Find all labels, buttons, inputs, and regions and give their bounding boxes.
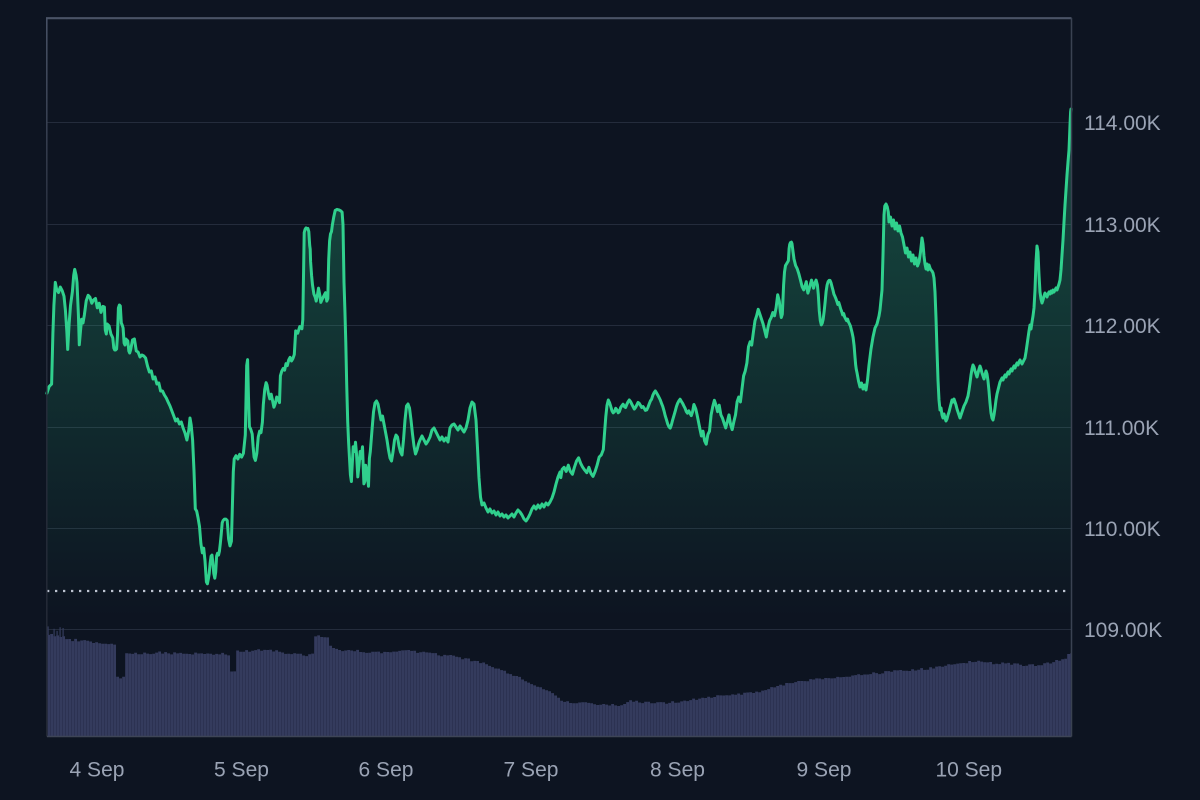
svg-text:5 Sep: 5 Sep [214,759,269,782]
svg-text:8 Sep: 8 Sep [650,759,705,782]
svg-text:4 Sep: 4 Sep [70,759,125,782]
svg-text:9 Sep: 9 Sep [797,759,852,782]
svg-text:110.00K: 110.00K [1084,518,1161,541]
svg-text:114.00K: 114.00K [1084,112,1161,135]
svg-text:7 Sep: 7 Sep [504,759,559,782]
svg-text:112.00K: 112.00K [1084,315,1161,338]
svg-text:6 Sep: 6 Sep [359,759,414,782]
svg-text:113.00K: 113.00K [1084,214,1161,237]
svg-text:10 Sep: 10 Sep [935,759,1002,782]
svg-text:111.00K: 111.00K [1084,417,1159,440]
svg-text:109.00K: 109.00K [1084,619,1162,642]
